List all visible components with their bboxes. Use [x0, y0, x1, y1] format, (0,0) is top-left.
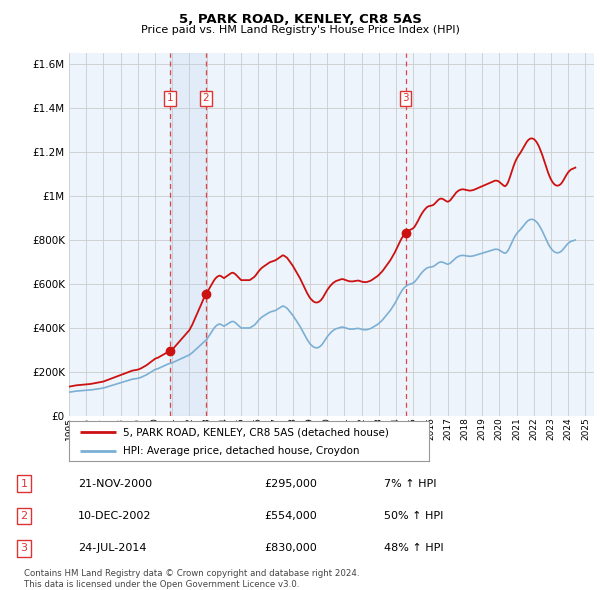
Text: 21-NOV-2000: 21-NOV-2000	[78, 478, 152, 489]
Text: 1: 1	[20, 478, 28, 489]
Text: 1: 1	[167, 93, 173, 103]
Bar	[170, 53, 206, 416]
Text: 2: 2	[20, 511, 28, 521]
Text: 50% ↑ HPI: 50% ↑ HPI	[384, 511, 443, 521]
Text: 24-JUL-2014: 24-JUL-2014	[78, 543, 146, 553]
Text: 3: 3	[402, 93, 409, 103]
Text: £830,000: £830,000	[264, 543, 317, 553]
Text: 10-DEC-2002: 10-DEC-2002	[78, 511, 151, 521]
Text: HPI: Average price, detached house, Croydon: HPI: Average price, detached house, Croy…	[123, 446, 359, 456]
Text: 2: 2	[202, 93, 209, 103]
Text: 3: 3	[20, 543, 28, 553]
Text: 48% ↑ HPI: 48% ↑ HPI	[384, 543, 443, 553]
Text: Contains HM Land Registry data © Crown copyright and database right 2024.
This d: Contains HM Land Registry data © Crown c…	[24, 569, 359, 589]
Text: 5, PARK ROAD, KENLEY, CR8 5AS (detached house): 5, PARK ROAD, KENLEY, CR8 5AS (detached …	[123, 428, 389, 438]
Text: Price paid vs. HM Land Registry's House Price Index (HPI): Price paid vs. HM Land Registry's House …	[140, 25, 460, 35]
Text: £295,000: £295,000	[264, 478, 317, 489]
Text: 7% ↑ HPI: 7% ↑ HPI	[384, 478, 437, 489]
Text: £554,000: £554,000	[264, 511, 317, 521]
Text: 5, PARK ROAD, KENLEY, CR8 5AS: 5, PARK ROAD, KENLEY, CR8 5AS	[179, 13, 421, 26]
